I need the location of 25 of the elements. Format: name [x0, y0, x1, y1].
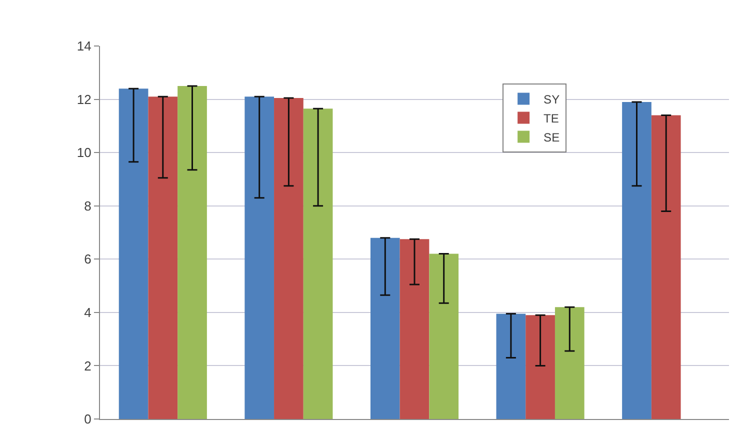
y-tick-label: 6: [84, 252, 92, 267]
legend-label: SE: [544, 130, 560, 144]
legend-label: TE: [544, 111, 559, 126]
legend-label: SY: [544, 92, 560, 106]
bar: [429, 254, 459, 419]
bar: [554, 307, 584, 419]
bar: [400, 239, 430, 419]
bar: [178, 86, 207, 419]
bar: [651, 115, 681, 419]
y-tick-label: 4: [84, 304, 92, 320]
bar: [370, 238, 400, 419]
y-tick-label: 10: [76, 145, 92, 160]
bar: [526, 315, 555, 419]
bar: [148, 96, 178, 419]
bar: [274, 98, 304, 419]
y-tick-label: 0: [84, 412, 92, 427]
y-tick-label: 2: [84, 358, 92, 374]
bar: [303, 108, 333, 419]
y-tick-label: 14: [76, 38, 92, 54]
bar: [118, 88, 148, 419]
bar: [496, 314, 526, 419]
bar: [622, 102, 652, 419]
bar: [244, 96, 274, 419]
y-tick-label: 8: [84, 198, 92, 214]
y-tick-label: 12: [76, 92, 92, 107]
